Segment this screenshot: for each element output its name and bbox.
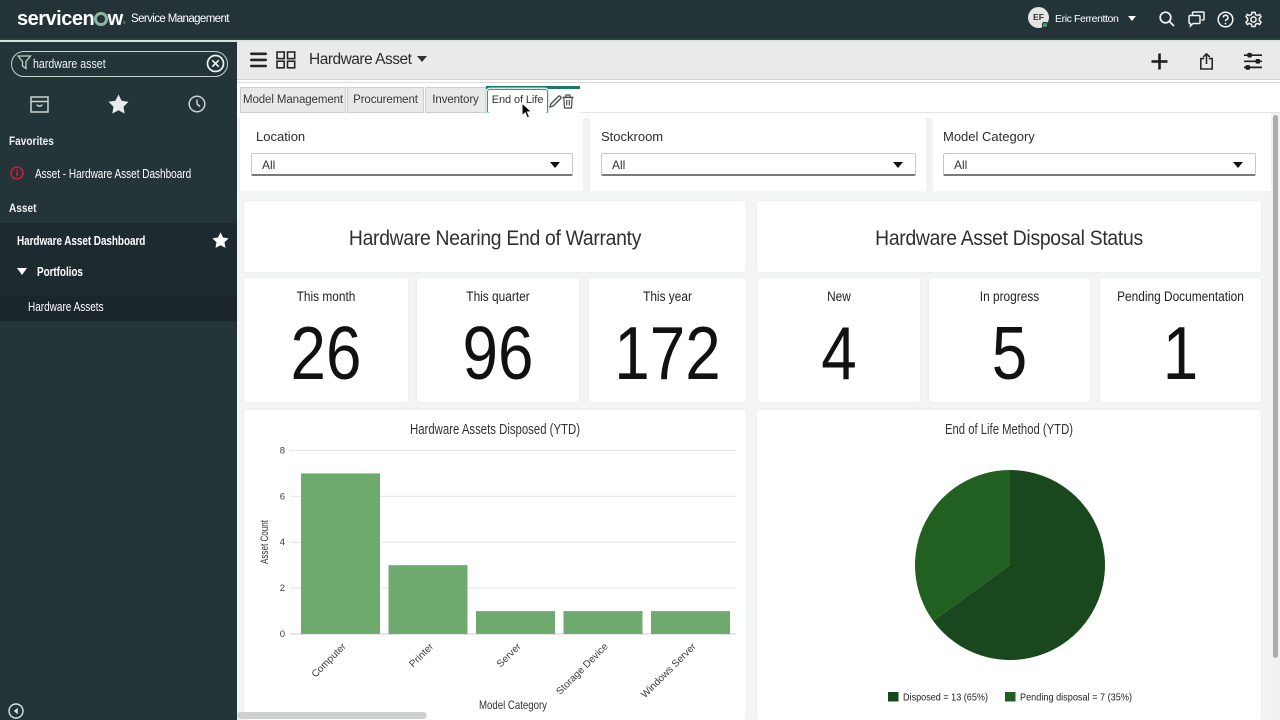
svg-text:Server: Server: [495, 641, 524, 670]
svg-text:4: 4: [280, 537, 285, 548]
svg-text:Computer: Computer: [310, 641, 349, 680]
svg-text:Storage Device: Storage Device: [554, 641, 610, 697]
svg-text:Disposed = 13 (65%): Disposed = 13 (65%): [903, 692, 988, 704]
svg-text:End of Life Method (YTD): End of Life Method (YTD): [945, 422, 1073, 438]
svg-text:Model Category: Model Category: [479, 698, 547, 712]
svg-text:6: 6: [280, 491, 285, 502]
svg-text:Windows Server: Windows Server: [639, 641, 699, 701]
svg-text:2: 2: [280, 583, 285, 594]
svg-text:0: 0: [280, 629, 285, 640]
svg-text:Hardware Assets Disposed (YTD): Hardware Assets Disposed (YTD): [410, 422, 580, 438]
svg-text:Pending disposal = 7 (35%): Pending disposal = 7 (35%): [1020, 692, 1132, 704]
svg-text:8: 8: [280, 445, 285, 456]
svg-text:Asset Count: Asset Count: [259, 520, 271, 564]
svg-text:Printer: Printer: [408, 641, 437, 670]
